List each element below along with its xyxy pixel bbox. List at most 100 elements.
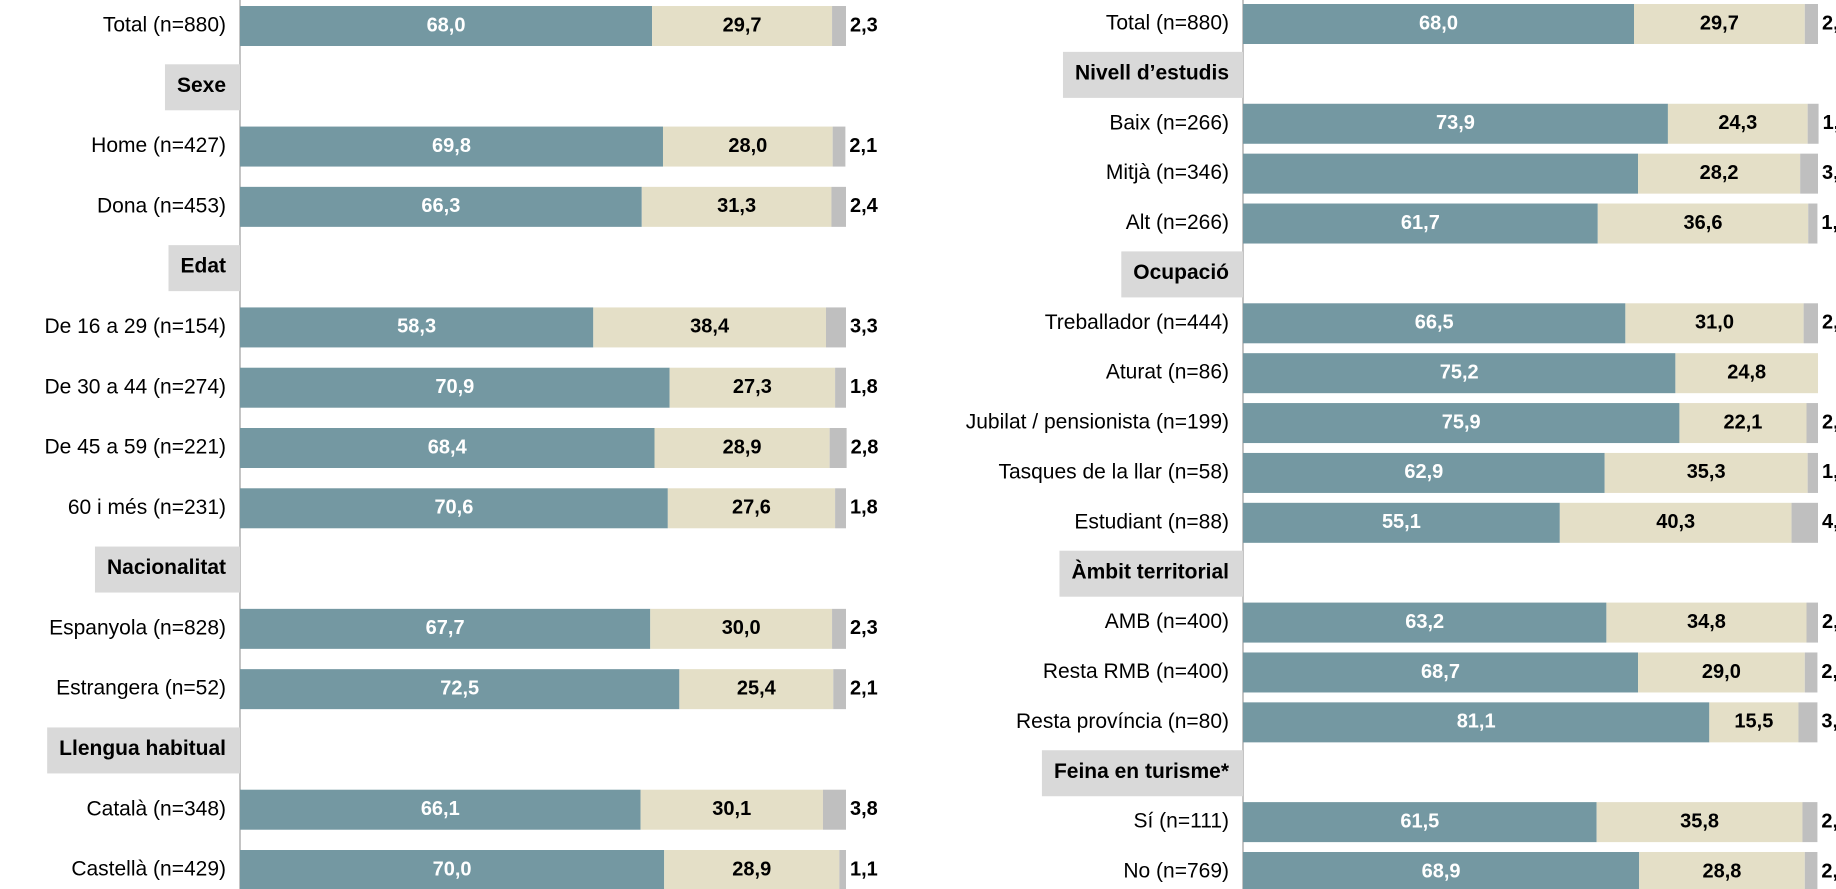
bar-segment (679, 669, 834, 710)
bar-segment (835, 367, 846, 408)
value-label: 3,1 (1822, 162, 1836, 184)
category-label: Mitjà (n=346) (1106, 161, 1229, 184)
value-label: 70,6 (434, 497, 473, 519)
value-label: 3,8 (850, 798, 878, 820)
value-label: 81,1 (1457, 711, 1496, 733)
bar-segment (1638, 153, 1801, 194)
value-label: 2,1 (850, 677, 878, 699)
bar-segment (240, 126, 663, 167)
value-label: 27,6 (732, 497, 771, 519)
value-label: 35,3 (1687, 461, 1726, 483)
category-label: AMB (n=400) (1105, 610, 1229, 633)
bar-segment (1675, 353, 1818, 394)
section-header: Edat (180, 255, 226, 278)
bar-segment (664, 850, 840, 889)
value-label: 27,3 (733, 376, 772, 398)
section-header-bg (168, 245, 240, 292)
value-label: 1,9 (1823, 112, 1836, 134)
bar-segment (1243, 403, 1680, 444)
value-label: 61,7 (1401, 212, 1440, 234)
category-label: Espanyola (n=828) (49, 616, 226, 639)
category-label: Total (n=880) (1106, 12, 1229, 35)
bar-segment (1800, 153, 1818, 194)
category-label: Total (n=880) (103, 14, 226, 37)
value-label: 29,7 (1700, 12, 1739, 34)
bar-segment (1243, 103, 1668, 144)
value-label: 75,9 (1442, 411, 1481, 433)
bar-segment (654, 428, 830, 468)
bar-segment (1243, 502, 1560, 543)
bar-segment (1804, 652, 1818, 693)
value-label: 28,2 (1700, 162, 1739, 184)
bar-segment (1639, 852, 1805, 889)
category-label: Tasques de la llar (n=58) (998, 460, 1229, 483)
section-header: Feina en turisme* (1054, 760, 1230, 783)
value-label: 1,8 (1822, 461, 1836, 483)
category-label: Dona (n=453) (97, 194, 226, 217)
bar-segment (1798, 702, 1818, 743)
value-label: 67,7 (426, 617, 465, 639)
value-label: 70,0 (433, 858, 472, 880)
bar-segment (1604, 452, 1808, 493)
bar-segment (240, 6, 653, 46)
bar-segment (833, 669, 846, 710)
section-header: Nivell d’estudis (1075, 61, 1229, 84)
bar-segment (1243, 303, 1626, 344)
bar-segment (1243, 602, 1607, 643)
value-label: 66,5 (1415, 312, 1454, 334)
bar-segment (667, 488, 836, 529)
value-label: 63,2 (1405, 611, 1444, 633)
bar-segment (1559, 502, 1792, 543)
category-label: Baix (n=266) (1109, 111, 1229, 134)
section-header-bg (94, 546, 240, 593)
value-label: 4,6 (1822, 511, 1836, 533)
section-header-bg (1121, 251, 1243, 298)
bar-segment (822, 789, 846, 830)
bar-segment (1804, 4, 1818, 44)
value-label: 66,1 (421, 798, 460, 820)
value-label: 68,4 (428, 436, 468, 458)
bar-segment (1807, 103, 1819, 144)
value-label: 28,0 (728, 135, 767, 157)
section-header-bg (1041, 750, 1243, 797)
bar-segment (1808, 203, 1818, 244)
category-label: No (n=769) (1123, 860, 1229, 883)
value-label: 72,5 (440, 677, 479, 699)
bar-segment (1625, 303, 1804, 344)
category-label: De 45 a 59 (n=221) (44, 436, 226, 459)
bar-segment (1679, 403, 1807, 444)
bar-segment (835, 488, 846, 529)
category-label: Català (n=348) (86, 797, 226, 820)
value-label: 75,2 (1440, 361, 1479, 383)
value-label: 2,4 (850, 195, 879, 217)
bar-segment (240, 488, 668, 529)
bar-segment (669, 367, 836, 408)
category-label: Sí (n=111) (1133, 810, 1229, 833)
value-label: 28,8 (1703, 860, 1742, 882)
value-label: 31,3 (717, 195, 756, 217)
category-label: Resta província (n=80) (1016, 710, 1229, 733)
bar-segment (240, 428, 655, 468)
value-label: 68,0 (1419, 12, 1458, 34)
bar-segment (831, 186, 846, 227)
bar-segment (1243, 702, 1710, 743)
bar-segment (1806, 602, 1818, 643)
bar-segment (240, 608, 651, 649)
section-header: Llengua habitual (59, 737, 226, 760)
section-header: Sexe (177, 74, 226, 97)
section-header-bg (1062, 51, 1243, 98)
category-label: Jubilat / pensionista (n=199) (966, 411, 1229, 434)
bar-segment (1243, 452, 1605, 493)
value-label: 66,3 (421, 195, 460, 217)
value-label: 30,1 (712, 798, 751, 820)
category-label: Estudiant (n=88) (1074, 510, 1229, 533)
value-label: 2,8 (851, 436, 879, 458)
value-label: 2,3 (850, 617, 878, 639)
category-label: Aturat (n=86) (1106, 361, 1229, 384)
value-label: 38,4 (690, 316, 730, 338)
value-label: 28,9 (723, 436, 762, 458)
value-label: 1,1 (850, 858, 878, 880)
bar-segment (1243, 353, 1676, 394)
bar-segment (640, 789, 823, 830)
section-header: Nacionalitat (107, 556, 226, 579)
